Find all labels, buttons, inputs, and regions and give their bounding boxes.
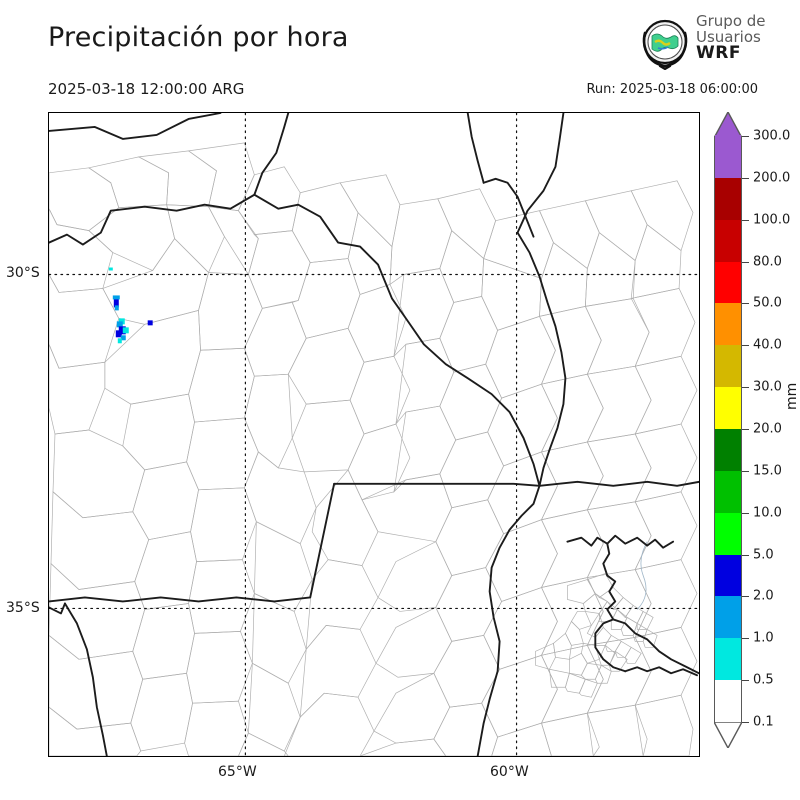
precipitation-cell: [112, 295, 120, 300]
colorbar-tick: [742, 554, 749, 556]
lat-label-35s: 35°S: [6, 600, 40, 616]
colorbar-segment: [715, 553, 741, 597]
colorbar-segment: [715, 344, 741, 388]
logo-brand: WRF: [696, 43, 741, 64]
colorbar-tick: [742, 219, 749, 221]
colorbar-tick: [742, 177, 749, 179]
colorbar-segment: [715, 679, 741, 722]
logo: Grupo de Usuarios WRF: [638, 12, 798, 76]
precipitation-cell: [120, 335, 126, 341]
precipitation-cell: [117, 338, 122, 344]
colorbar-segment: [715, 260, 741, 304]
logo-text: Grupo de Usuarios WRF: [696, 12, 766, 64]
precipitation-cell: [147, 320, 153, 326]
colorbar-unit-label: mm: [784, 382, 800, 410]
logo-line-2: Usuarios: [696, 27, 761, 46]
colorbar-segment: [715, 512, 741, 555]
valid-time-label: 2025-03-18 12:00:00 ARG: [48, 80, 245, 98]
colorbar-tick-label: 20.0: [753, 421, 782, 437]
colorbar-segment: [715, 637, 741, 681]
colorbar-tick: [742, 470, 749, 472]
colorbar-tick-label: 80.0: [753, 254, 782, 270]
map-graticule-and-borders: [49, 113, 699, 756]
colorbar-segment: [715, 595, 741, 639]
page-title: Precipitación por hora: [48, 22, 349, 53]
colorbar-tick: [742, 722, 749, 723]
precipitation-cell: [116, 321, 123, 328]
colorbar-tick-label: 50.0: [753, 295, 782, 311]
colorbar-tick-label: 40.0: [753, 337, 782, 353]
colorbar-tick: [742, 261, 749, 263]
precipitation-cell: [113, 297, 119, 308]
colorbar-tick-label: 5.0: [753, 547, 774, 563]
colorbar-tick-label: 0.1: [753, 714, 774, 730]
colorbar-segment: [715, 386, 741, 429]
colorbar-tick: [742, 136, 749, 137]
run-time-label: Run: 2025-03-18 06:00:00: [586, 82, 758, 97]
colorbar-tick: [742, 387, 749, 389]
precipitation-cell: [118, 318, 125, 325]
logo-line-1: Grupo de: [696, 12, 766, 30]
precipitation-cell: [115, 330, 122, 338]
colorbar-segment: [715, 428, 741, 471]
lon-label-60w: 60°W: [490, 764, 529, 780]
colorbar-segment: [715, 302, 741, 346]
colorbar-segment: [715, 470, 741, 513]
colorbar-tick: [742, 638, 749, 640]
colorbar-scale: [714, 135, 742, 722]
map-canvas[interactable]: [48, 112, 700, 757]
colorbar-segment: [715, 177, 741, 220]
colorbar-under-arrow: [714, 722, 742, 748]
precipitation-cell: [108, 267, 113, 271]
colorbar-tick: [742, 345, 749, 347]
colorbar-tick: [742, 596, 749, 598]
colorbar-tick: [742, 680, 749, 682]
colorbar-tick-label: 100.0: [753, 212, 791, 228]
colorbar-tick-label: 1.0: [753, 630, 774, 646]
precipitation-layer: [108, 267, 153, 344]
colorbar[interactable]: 0.1 0.5 1.0 2.0 5.0 10.0 15.0 20.0 30.0 40.0 50.0 8…: [706, 112, 800, 757]
colorbar-tick-label: 15.0: [753, 463, 782, 479]
colorbar-tick: [742, 512, 749, 514]
colorbar-segment: [715, 135, 741, 178]
precipitation-cell: [114, 305, 119, 311]
globe-emblem-icon: [642, 19, 688, 70]
precipitation-cell: [122, 327, 129, 334]
colorbar-tick-label: 200.0: [753, 170, 791, 186]
colorbar-tick: [742, 303, 749, 305]
lat-label-30s: 30°S: [6, 265, 40, 281]
colorbar-tick-label: 300.0: [753, 128, 791, 144]
colorbar-tick-label: 2.0: [753, 588, 774, 604]
colorbar-tick-label: 30.0: [753, 379, 782, 395]
colorbar-tick: [742, 429, 749, 430]
colorbar-over-arrow: [714, 112, 742, 138]
lon-label-65w: 65°W: [218, 764, 257, 780]
colorbar-segment: [715, 219, 741, 262]
colorbar-tick-label: 10.0: [753, 505, 782, 521]
colorbar-tick-label: 0.5: [753, 672, 774, 688]
precipitation-cell: [118, 326, 126, 335]
